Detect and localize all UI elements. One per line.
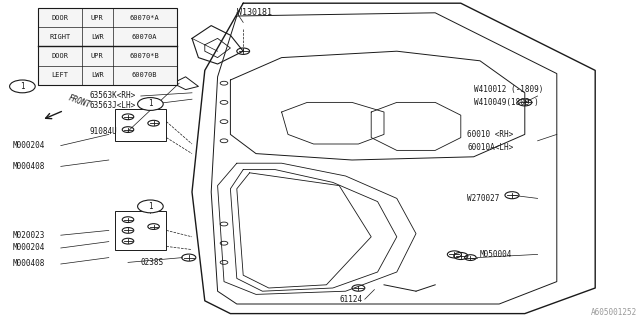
Text: 60070B: 60070B — [132, 72, 157, 78]
Text: RIGHT: RIGHT — [49, 34, 71, 40]
Circle shape — [138, 98, 163, 110]
Text: M000204: M000204 — [13, 244, 45, 252]
Text: UPR: UPR — [91, 15, 104, 20]
Text: W130181: W130181 — [237, 8, 272, 17]
Text: M050004: M050004 — [480, 250, 513, 259]
Text: M000408: M000408 — [13, 162, 45, 171]
Text: M020023: M020023 — [13, 231, 45, 240]
Text: 63563J<LH>: 63563J<LH> — [90, 101, 136, 110]
Circle shape — [10, 80, 35, 93]
Text: 1: 1 — [148, 100, 153, 108]
Text: W270027: W270027 — [467, 194, 500, 203]
Text: LWR: LWR — [91, 72, 104, 78]
Text: 60010A<LH>: 60010A<LH> — [467, 143, 513, 152]
Text: 61124: 61124 — [339, 295, 362, 304]
Text: DOOR: DOOR — [52, 15, 68, 20]
Text: UPR: UPR — [91, 53, 104, 59]
Text: W410049(1809-): W410049(1809-) — [474, 98, 538, 107]
Text: 60070A: 60070A — [132, 34, 157, 40]
Text: M000408: M000408 — [13, 260, 45, 268]
Text: 0238S: 0238S — [141, 258, 164, 267]
Text: A605001252: A605001252 — [591, 308, 637, 317]
Text: 63563K<RH>: 63563K<RH> — [90, 92, 136, 100]
Text: DOOR: DOOR — [52, 53, 68, 59]
Text: 1: 1 — [20, 82, 25, 91]
Text: W410012 (-1809): W410012 (-1809) — [474, 85, 543, 94]
Circle shape — [138, 200, 163, 213]
Text: 91084U: 91084U — [90, 127, 117, 136]
Text: 60010 <RH>: 60010 <RH> — [467, 130, 513, 139]
Text: 1: 1 — [148, 202, 153, 211]
Text: M000204: M000204 — [13, 141, 45, 150]
Text: 60070*A: 60070*A — [130, 15, 159, 20]
Text: LEFT: LEFT — [52, 72, 68, 78]
Text: 60070*B: 60070*B — [130, 53, 159, 59]
Text: FRONT: FRONT — [67, 93, 92, 109]
Bar — [38, 8, 177, 85]
Text: LWR: LWR — [91, 34, 104, 40]
